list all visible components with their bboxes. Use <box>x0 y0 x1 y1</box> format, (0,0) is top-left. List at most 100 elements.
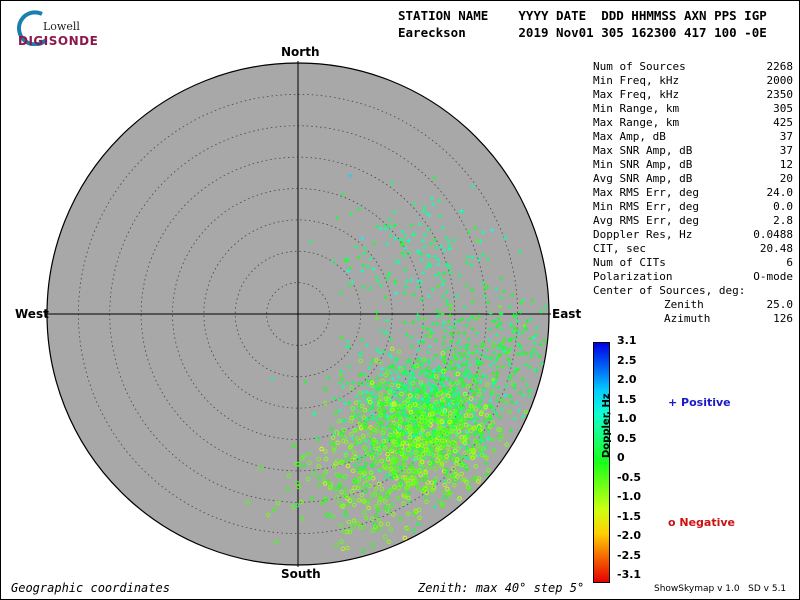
source-point <box>400 412 405 417</box>
source-point <box>418 430 424 436</box>
stats-panel: Num of Sources 2268 Min Freq, kHz 2000 Max F… <box>593 60 793 326</box>
source-point <box>442 348 447 353</box>
stat-row: Max Range, km 425 <box>593 116 793 130</box>
source-point <box>517 249 522 254</box>
source-point <box>426 350 431 355</box>
source-point <box>403 368 408 373</box>
source-point <box>342 435 347 440</box>
source-point <box>305 476 311 482</box>
source-point <box>356 498 362 503</box>
source-point <box>447 419 452 425</box>
source-point <box>362 454 367 459</box>
source-point <box>450 449 456 455</box>
source-point <box>471 299 476 304</box>
source-point <box>383 462 389 467</box>
source-point <box>356 458 362 464</box>
source-point <box>332 396 337 401</box>
source-point <box>416 418 421 423</box>
source-point <box>378 360 383 365</box>
source-point <box>472 225 477 230</box>
source-point <box>410 380 416 386</box>
source-point <box>476 479 481 484</box>
source-point <box>477 257 482 262</box>
source-point <box>463 454 468 459</box>
stat-label: Avg SNR Amp, dB <box>593 172 693 185</box>
source-point <box>448 313 453 318</box>
source-point <box>478 239 483 244</box>
source-point <box>426 442 432 448</box>
source-point <box>516 408 521 413</box>
source-point <box>372 395 377 400</box>
source-point <box>451 442 456 448</box>
source-point <box>397 387 402 392</box>
source-point <box>434 338 439 343</box>
source-point <box>494 286 499 291</box>
source-point <box>381 349 386 354</box>
source-point <box>407 250 412 255</box>
source-point <box>412 232 417 237</box>
stat-row: Min Range, km 305 <box>593 102 793 116</box>
source-point <box>464 367 469 372</box>
source-point <box>484 375 489 380</box>
source-point <box>342 419 347 424</box>
source-point <box>402 320 407 325</box>
source-point <box>397 471 403 476</box>
source-point <box>516 342 521 347</box>
source-point <box>491 405 496 410</box>
source-point <box>465 358 470 363</box>
source-point <box>451 425 456 430</box>
source-point <box>534 368 539 373</box>
source-point <box>469 404 475 409</box>
source-point <box>362 476 367 481</box>
source-point <box>441 355 446 360</box>
source-point <box>448 266 453 271</box>
source-point <box>503 345 508 350</box>
source-point <box>431 356 436 361</box>
source-point <box>427 375 432 380</box>
source-point <box>373 524 378 529</box>
stat-row: Zenith 25.0 <box>593 298 793 312</box>
source-point <box>518 390 523 395</box>
source-point <box>352 450 357 455</box>
source-point <box>451 439 456 445</box>
source-point <box>432 237 437 242</box>
source-point <box>342 474 348 479</box>
source-point <box>528 388 533 393</box>
source-point <box>473 415 478 420</box>
source-point <box>400 241 405 246</box>
source-point <box>441 454 447 459</box>
source-point <box>383 505 388 511</box>
source-point <box>494 374 499 379</box>
source-point <box>409 336 414 341</box>
source-point <box>258 465 263 471</box>
source-point <box>428 334 433 339</box>
source-point <box>515 351 520 356</box>
source-point <box>395 495 401 501</box>
source-point <box>396 374 401 379</box>
source-point <box>364 483 369 489</box>
source-point <box>415 443 421 449</box>
source-point <box>331 259 336 264</box>
source-point <box>359 337 364 342</box>
source-point <box>345 381 350 386</box>
source-point <box>499 397 505 403</box>
source-point <box>368 256 373 261</box>
source-point <box>490 423 495 428</box>
source-point <box>475 429 480 434</box>
source-point <box>395 393 400 398</box>
source-point <box>388 466 394 472</box>
source-point <box>496 316 501 321</box>
source-point <box>538 309 543 314</box>
source-point <box>436 365 441 370</box>
source-point <box>442 482 447 488</box>
stat-row: Num of Sources 2268 <box>593 60 793 74</box>
source-point <box>411 372 416 377</box>
source-point <box>408 393 413 398</box>
source-point <box>411 470 417 476</box>
source-point <box>367 483 372 489</box>
source-point <box>419 280 424 285</box>
source-point <box>501 289 506 294</box>
source-point <box>447 455 452 460</box>
source-point <box>442 434 447 440</box>
source-point <box>464 429 470 434</box>
